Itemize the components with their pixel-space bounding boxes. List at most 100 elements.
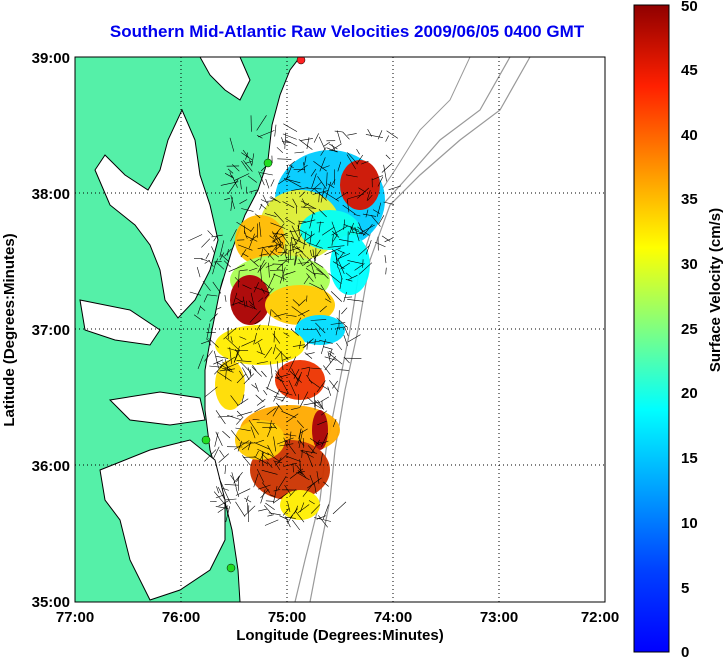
velocity-arrow	[335, 251, 345, 264]
velocity-arrow	[220, 278, 224, 288]
river-inlet	[79, 299, 161, 346]
velocity-arrow	[193, 314, 202, 321]
velocity-arrow	[235, 427, 251, 432]
velocity-arrow	[291, 225, 301, 242]
velocity-arrow	[290, 328, 299, 336]
velocity-arrow	[291, 407, 301, 410]
colorbar-tick-label: 45	[681, 62, 698, 79]
velocity-arrow	[215, 356, 229, 359]
velocity-arrow	[251, 384, 257, 389]
velocity-arrow	[260, 248, 263, 261]
velocity-arrow	[224, 359, 229, 371]
velocity-arrow	[298, 429, 302, 444]
velocity-arrow	[235, 501, 246, 517]
velocity-arrow	[267, 445, 274, 457]
x-tick-label: 72:00	[581, 609, 619, 626]
velocity-arrow	[343, 334, 348, 346]
velocity-arrow	[307, 396, 316, 406]
velocity-arrow	[197, 305, 201, 315]
velocity-arrow	[308, 340, 321, 344]
velocity-arrow	[208, 259, 214, 267]
velocity-arrow	[386, 130, 399, 139]
velocity-arrow	[345, 272, 353, 279]
velocity-arrow	[341, 307, 348, 315]
velocity-arrow	[273, 459, 281, 471]
velocity-arrow	[240, 249, 247, 258]
velocity-arrow	[318, 136, 326, 151]
velocity-arrow	[298, 430, 303, 448]
velocity-arrow	[219, 252, 225, 261]
velocity-arrow	[266, 375, 273, 390]
velocity-arrow	[280, 249, 288, 257]
velocity-arrow	[331, 179, 336, 186]
velocity-arrow	[327, 351, 331, 363]
velocity-arrow	[306, 341, 308, 350]
velocity-arrow	[337, 249, 346, 254]
velocity-arrow	[272, 231, 281, 246]
velocity-arrow	[204, 260, 210, 264]
velocity-arrow	[202, 280, 211, 291]
velocity-arrow	[241, 455, 251, 466]
velocity-arrow	[270, 361, 273, 378]
velocity-arrow	[294, 151, 305, 154]
colorbar-tick-label: 30	[681, 256, 698, 273]
velocity-arrow	[224, 464, 227, 475]
velocity-arrow	[291, 187, 309, 191]
velocity-arrow	[281, 410, 297, 418]
velocity-arrow	[303, 257, 312, 266]
velocity-arrow	[274, 461, 283, 464]
velocity-arrow	[359, 224, 375, 234]
velocity-arrow	[309, 474, 314, 485]
velocity-arrow	[267, 245, 277, 258]
velocity-arrow	[292, 519, 301, 531]
velocity-arrow	[365, 240, 372, 255]
velocity-arrow	[225, 337, 239, 350]
velocity-arrow	[344, 296, 353, 298]
velocity-arrow	[332, 380, 338, 389]
velocity-arrow	[332, 418, 337, 428]
velocity-arrow	[254, 213, 261, 219]
velocity-arrow	[283, 437, 288, 448]
velocity-arrow	[278, 258, 295, 262]
velocity-arrow	[283, 271, 296, 276]
velocity-arrow	[258, 130, 275, 138]
velocity-arrow	[246, 300, 248, 307]
velocity-arrow	[291, 368, 298, 381]
velocity-arrow	[289, 489, 297, 497]
velocity-arrow	[274, 124, 277, 137]
velocity-arrow	[320, 284, 331, 300]
velocity-arrow	[215, 494, 225, 499]
velocity-arrow	[358, 262, 373, 275]
velocity-arrow	[268, 512, 281, 516]
velocity-arrow	[321, 410, 328, 416]
velocity-arrow	[294, 510, 305, 523]
velocity-arrow	[289, 468, 304, 479]
velocity-arrow	[289, 161, 295, 166]
velocity-arrow	[384, 237, 393, 243]
velocity-arrow	[327, 183, 335, 189]
velocity-arrow	[324, 298, 332, 303]
velocity-arrow	[282, 201, 295, 208]
velocity-arrow	[292, 463, 294, 473]
x-tick-label: 74:00	[374, 609, 412, 626]
velocity-arrow	[253, 456, 268, 465]
velocity-arrow	[254, 405, 266, 413]
velocity-arrow	[219, 240, 225, 258]
velocity-arrow	[224, 498, 237, 501]
velocity-arrow	[229, 347, 232, 365]
colorbar-tick-label: 50	[681, 0, 698, 15]
y-axis-label: Latitude (Degrees:Minutes)	[1, 233, 18, 426]
velocity-arrow	[345, 279, 353, 282]
velocity-arrow	[326, 172, 328, 187]
station-marker	[201, 435, 211, 445]
map-title: Southern Mid-Atlantic Raw Velocities 200…	[109, 22, 585, 41]
colorbar-tick-label: 5	[681, 580, 689, 597]
velocity-arrow	[318, 221, 321, 233]
velocity-arrow	[345, 174, 358, 178]
velocity-arrow	[262, 246, 275, 261]
delaware-bay	[199, 57, 251, 101]
velocity-arrow	[317, 420, 327, 426]
velocity-arrow	[247, 441, 252, 451]
velocity-arrow	[213, 235, 218, 242]
velocity-arrow	[215, 506, 229, 509]
